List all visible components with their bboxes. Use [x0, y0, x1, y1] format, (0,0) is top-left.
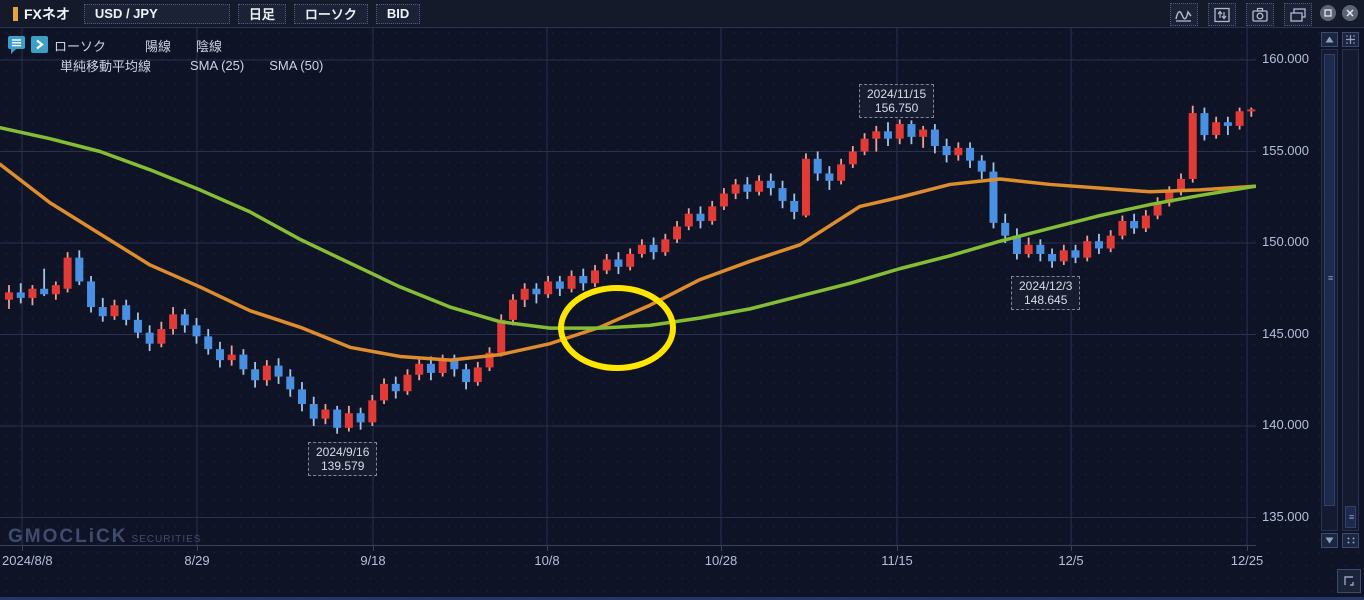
chart-settings-button[interactable]	[8, 35, 25, 55]
sma-group-label: 単純移動平均線	[60, 58, 152, 74]
range-navigator[interactable]	[0, 571, 1256, 597]
data-transfer-icon	[1213, 7, 1231, 23]
price-side-button[interactable]: BID	[375, 3, 421, 24]
indicator-button[interactable]	[1170, 3, 1198, 26]
time-axis-label: 10/28	[704, 553, 738, 568]
annotation-high: 2024/11/15 156.750	[859, 84, 935, 118]
time-axis-tick	[197, 546, 198, 551]
legend-expand-button[interactable]	[31, 35, 48, 55]
axis-options-button[interactable]	[1342, 533, 1359, 548]
time-axis-tick	[373, 546, 374, 551]
sma50-swatch	[254, 60, 264, 70]
zoom-scrollbar-thumb[interactable]: ≡	[1345, 506, 1356, 528]
sma50-label: SMA (50)	[269, 57, 324, 73]
crosshair-button[interactable]	[1342, 32, 1359, 47]
bullish-swatch	[130, 40, 140, 50]
data-transfer-button[interactable]	[1208, 3, 1236, 26]
price-scrollbar-track[interactable]: ≡	[1321, 49, 1338, 531]
corner-bracket-icon	[1344, 576, 1354, 586]
timeframe-button[interactable]: 日足	[237, 3, 286, 24]
price-axis-label: 140.000	[1262, 417, 1309, 432]
timeframe-label: 日足	[248, 7, 275, 22]
chart-type-label: ローソク	[304, 7, 357, 22]
price-axis-label: 135.000	[1262, 508, 1309, 524]
sma25-label: SMA (25)	[190, 57, 245, 73]
time-axis-tick	[1071, 546, 1072, 551]
price-axis-label: 160.000	[1262, 51, 1309, 66]
time-axis-label: 9/18	[360, 553, 386, 568]
annotation-dip: 2024/12/3 148.645	[1011, 276, 1081, 310]
time-axis-tick	[22, 546, 23, 551]
watermark-brand: GMOCLiCK	[8, 526, 128, 547]
annotation-price: 139.579	[321, 459, 365, 473]
annotation-date: 2024/11/15	[867, 87, 927, 101]
watermark: GMOCLiCK SECURITIES	[8, 526, 201, 548]
annotation-date: 2024/12/3	[1019, 279, 1073, 293]
annotation-date: 2024/9/16	[316, 445, 370, 459]
window-layout-button[interactable]	[1284, 3, 1312, 26]
time-axis[interactable]: 2024/8/8 8/29 9/18 10/8 10/28 11/15 12/5 12/25	[0, 545, 1263, 573]
annotation-low: 2024/9/16 139.579	[308, 442, 378, 476]
thumb-grip: ≡	[1349, 512, 1355, 522]
chart-plot[interactable]	[0, 28, 1256, 545]
time-axis-label: 12/25	[1230, 553, 1264, 568]
bearish-label: 陰線	[196, 38, 223, 54]
time-axis-label: 10/8	[534, 553, 560, 568]
time-axis-label: 2024/8/8	[2, 553, 53, 568]
scroll-down-button[interactable]	[1321, 533, 1338, 548]
thumb-grip: ≡	[1328, 273, 1334, 283]
price-axis-label: 155.000	[1262, 142, 1309, 158]
toolbar-icon-group	[1170, 3, 1312, 26]
close-icon	[1346, 9, 1354, 17]
camera-icon	[1251, 7, 1269, 23]
maximize-button[interactable]	[1320, 5, 1336, 21]
triangle-up-icon	[1325, 36, 1334, 43]
dots-grid-icon	[1347, 537, 1354, 544]
accent-bar	[13, 6, 18, 21]
toolbar: FXネオ USD / JPY 日足 ローソク BID	[0, 0, 1364, 28]
time-axis-label: 8/29	[184, 553, 210, 568]
bullish-label: 陽線	[145, 38, 172, 54]
time-axis-tick	[547, 546, 548, 551]
zoom-scrollbar-track[interactable]: ≡	[1342, 49, 1359, 531]
scroll-up-button[interactable]	[1321, 32, 1338, 47]
time-axis-tick	[1247, 546, 1248, 551]
candle-legend-label: ローソク	[54, 38, 107, 54]
window-controls	[1320, 5, 1358, 21]
annotation-price: 148.645	[1024, 293, 1068, 307]
crosshair-icon	[1346, 35, 1355, 44]
time-axis-label: 11/15	[881, 553, 913, 568]
sma25-swatch	[175, 60, 185, 70]
annotation-price: 156.750	[874, 101, 919, 115]
maximize-icon	[1324, 9, 1332, 17]
resize-corner-button[interactable]	[1337, 569, 1361, 593]
symbol-label: USD / JPY	[94, 6, 158, 21]
screenshot-button[interactable]	[1246, 3, 1274, 26]
chart-legend: ローソク 陽線 陰線 単純移動平均線 SMA (25) SMA (50)	[8, 35, 324, 76]
price-scrollbar-thumb[interactable]: ≡	[1324, 54, 1335, 506]
chart-type-button[interactable]: ローソク	[293, 3, 368, 24]
price-axis-label: 145.000	[1262, 325, 1309, 341]
window-layout-icon	[1289, 7, 1307, 23]
bottom-edge	[0, 597, 1364, 600]
close-button[interactable]	[1342, 5, 1358, 21]
triangle-down-icon	[1325, 537, 1334, 544]
time-axis-label: 12/5	[1058, 553, 1084, 568]
price-axis-label: 150.000	[1262, 234, 1309, 249]
watermark-suffix: SECURITIES	[131, 534, 202, 545]
symbol-select[interactable]: USD / JPY	[83, 3, 230, 24]
app-title: FXネオ	[24, 5, 70, 22]
bearish-swatch	[181, 40, 191, 50]
time-axis-tick	[897, 546, 898, 551]
price-side-label: BID	[386, 6, 410, 21]
indicator-icon	[1175, 7, 1193, 23]
time-axis-tick	[721, 546, 722, 551]
